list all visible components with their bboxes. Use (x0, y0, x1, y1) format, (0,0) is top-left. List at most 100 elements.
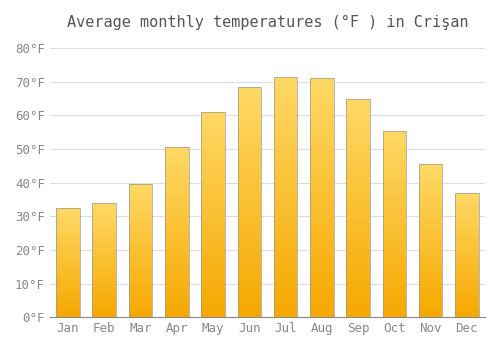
Bar (165, 198, 188, 201)
Bar (419, 164, 442, 167)
Bar (346, 117, 370, 120)
Bar (382, 196, 406, 199)
Bar (274, 93, 297, 97)
Bar (56, 235, 80, 237)
Bar (346, 223, 370, 226)
Bar (455, 259, 478, 261)
Bar (346, 295, 370, 299)
Bar (238, 294, 261, 298)
Bar (310, 154, 334, 158)
Bar (165, 306, 188, 309)
Bar (310, 146, 334, 150)
Bar (310, 158, 334, 162)
Bar (310, 293, 334, 297)
Bar (92, 288, 116, 290)
Bar (202, 228, 225, 232)
Bar (274, 257, 297, 261)
Bar (56, 220, 80, 223)
Bar (92, 313, 116, 315)
Bar (238, 198, 261, 202)
Bar (346, 172, 370, 175)
Bar (56, 270, 80, 272)
Bar (382, 143, 406, 146)
Bar (238, 91, 261, 95)
Bar (346, 299, 370, 302)
Bar (419, 302, 442, 304)
Bar (238, 133, 261, 137)
Bar (238, 275, 261, 279)
Bar (455, 290, 478, 292)
Bar (92, 260, 116, 262)
Bar (455, 274, 478, 276)
Bar (128, 273, 152, 275)
Bar (56, 293, 80, 295)
Bar (202, 119, 225, 122)
Bar (238, 121, 261, 125)
Bar (165, 204, 188, 207)
Bar (202, 235, 225, 239)
Bar (455, 253, 478, 255)
Bar (202, 314, 225, 317)
Bar (165, 162, 188, 164)
Bar (382, 215, 406, 218)
Bar (419, 241, 442, 243)
Bar (56, 261, 80, 262)
Bar (238, 87, 261, 317)
Bar (274, 221, 297, 225)
Bar (56, 230, 80, 232)
Bar (56, 217, 80, 219)
Bar (419, 297, 442, 299)
Bar (310, 86, 334, 90)
Bar (382, 280, 406, 283)
Bar (202, 293, 225, 297)
Bar (310, 126, 334, 130)
Bar (455, 214, 478, 216)
Bar (128, 257, 152, 260)
Bar (92, 290, 116, 292)
Bar (419, 248, 442, 251)
Bar (238, 221, 261, 225)
Bar (274, 169, 297, 173)
Bar (56, 208, 80, 210)
Bar (382, 168, 406, 171)
Bar (202, 222, 225, 225)
Bar (202, 269, 225, 273)
Bar (56, 208, 80, 317)
Bar (419, 172, 442, 174)
Bar (274, 189, 297, 193)
Bar (92, 228, 116, 230)
Bar (92, 271, 116, 273)
Bar (165, 156, 188, 159)
Bar (165, 235, 188, 238)
Bar (346, 131, 370, 135)
Bar (382, 193, 406, 196)
Bar (165, 232, 188, 235)
Bar (382, 131, 406, 317)
Bar (382, 187, 406, 190)
Bar (455, 238, 478, 240)
Bar (202, 266, 225, 269)
Bar (202, 262, 225, 266)
Bar (274, 133, 297, 137)
Bar (238, 290, 261, 294)
Bar (238, 145, 261, 148)
Bar (128, 288, 152, 290)
Bar (274, 165, 297, 169)
Bar (346, 153, 370, 157)
Bar (165, 167, 188, 170)
Bar (382, 243, 406, 246)
Bar (56, 301, 80, 302)
Bar (382, 137, 406, 140)
Bar (382, 246, 406, 249)
Bar (165, 173, 188, 176)
Bar (165, 286, 188, 289)
Bar (274, 109, 297, 113)
Bar (419, 187, 442, 190)
Bar (455, 309, 478, 311)
Bar (238, 114, 261, 118)
Bar (346, 157, 370, 161)
Bar (128, 266, 152, 268)
Bar (56, 232, 80, 233)
Bar (274, 245, 297, 249)
Bar (274, 197, 297, 201)
